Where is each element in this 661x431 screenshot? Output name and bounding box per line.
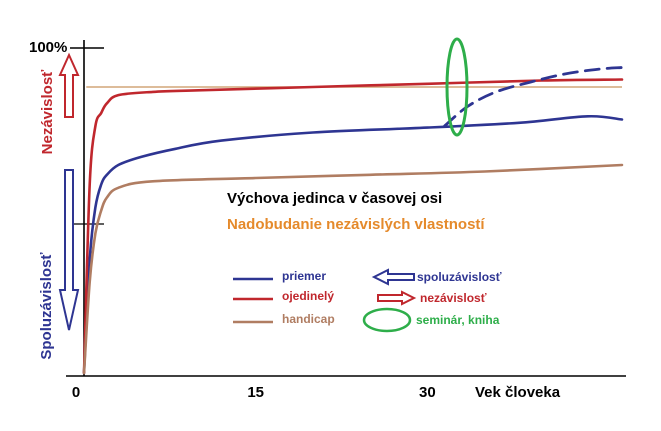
x-tick-label-2: 15 [247,384,264,401]
legend-label-5: nezávislosť [420,291,487,305]
x-axis-label: Vek človeka [475,384,561,401]
chart-title: Výchova jedinca v časovej osi [227,190,442,207]
legend-ellipse-icon [362,307,412,333]
y-axis-labels-group: Nezávislosť Spoluzávislosť 100% [29,39,80,360]
axes [66,40,626,377]
series-group [82,66,624,375]
legend-arrow-right-icon [377,290,417,306]
independence-arrow [58,52,80,118]
titles-group: Výchova jedinca v časovej osi Nadobudanie… [227,190,485,233]
legend-arrow-left-icon [371,268,415,286]
x-tick-label-1: 0 [72,384,80,401]
legend-label-3: handicap [282,312,335,326]
highlight-ellipse [445,37,469,137]
codependence-arrow [58,169,80,331]
y-tick-label-100: 100% [29,39,67,56]
legend-group: priemer ojedinelý handicap spoluzávislosť ne… [233,268,502,333]
legend-label-2: ojedinelý [282,289,334,303]
x-tick-label-3: 30 [419,384,436,401]
highlight-group [445,37,469,137]
series-line-3 [82,163,624,375]
ticks-group: 0 15 30 Vek človeka [72,384,561,401]
legend-label-1: priemer [282,269,326,283]
series-line-2 [82,78,624,375]
chart-subtitle: Nadobudanie nezávislých vlastností [227,216,485,233]
series-line-1 [82,114,624,375]
y-label-lower: Spoluzávislosť [38,252,55,360]
y-label-upper: Nezávislosť [39,69,56,155]
legend-label-6: seminár, kniha [416,313,500,327]
legend-label-4: spoluzávislosť [417,270,502,284]
